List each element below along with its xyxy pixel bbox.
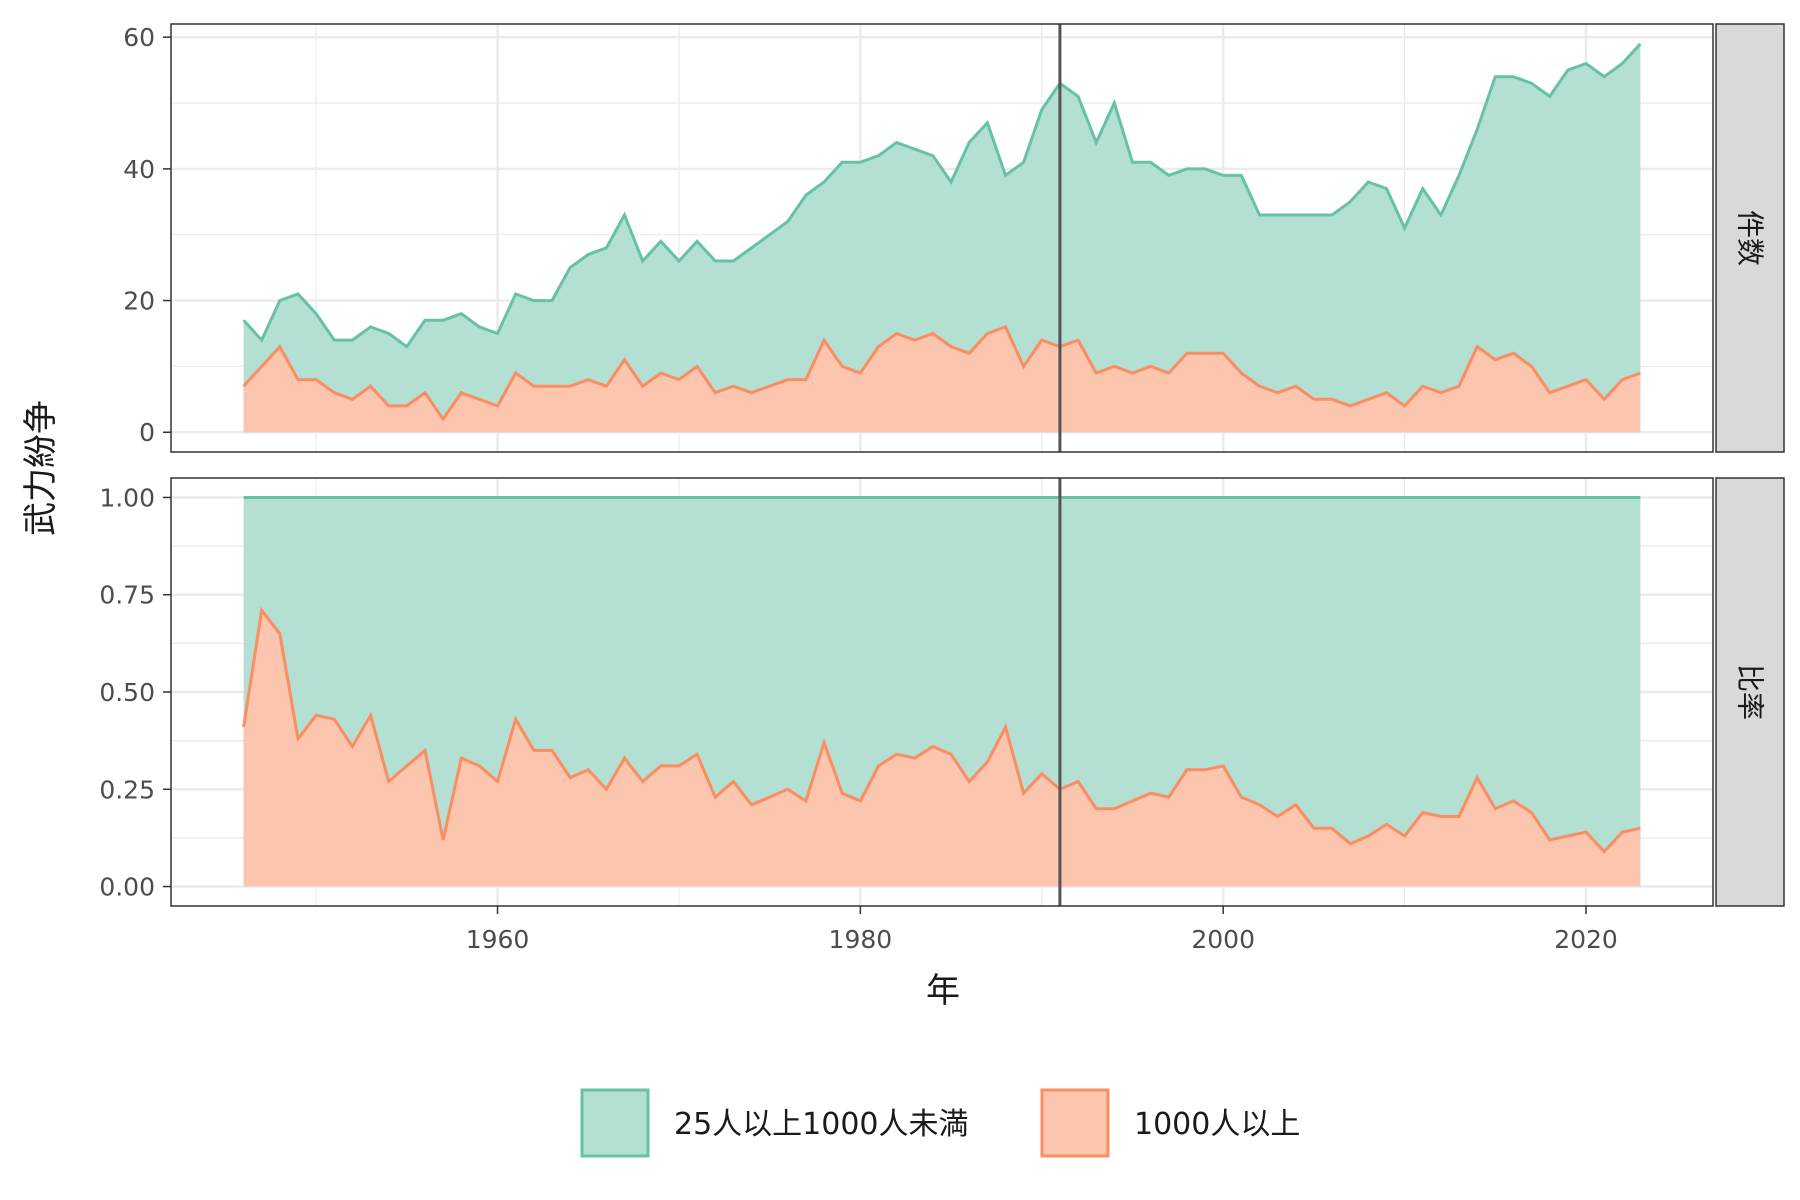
x-tick-label: 1980 — [829, 925, 893, 954]
legend-label-series-1: 25人以上1000人未満 — [674, 1107, 969, 1142]
facet-strip — [1715, 477, 1785, 907]
panel-2: 0.00 0.25 0.50 0.75 1.00 比率 — [99, 477, 1785, 907]
legend: 25人以上1000人未満 1000人以上 — [580, 1088, 1300, 1158]
x-tick-label: 2000 — [1191, 925, 1255, 954]
area-series-1 — [243, 43, 1641, 433]
chart-panels: 0 20 40 60 件数 0.00 0.25 0.50 0.75 1.00 比率 1960 1980 2… — [99, 23, 1785, 954]
area-series-2 — [243, 610, 1641, 887]
y-tick-label: 0 — [139, 418, 155, 447]
x-tick-label: 2020 — [1554, 925, 1618, 954]
y-tick-label: 0.00 — [99, 873, 155, 902]
x-axis-title: 年 — [926, 971, 960, 1011]
y-tick-label: 0.75 — [99, 581, 155, 610]
x-tick-label: 1960 — [466, 925, 530, 954]
line-series-1 — [242, 42, 1642, 349]
legend-key-series-2 — [1040, 1088, 1110, 1158]
legend-key-series-1 — [580, 1088, 650, 1158]
legend-label-series-2: 1000人以上 — [1134, 1107, 1300, 1142]
x-axis: 1960 1980 2000 2020 — [466, 906, 1618, 954]
line-series-2 — [242, 325, 1641, 422]
facet-strip-label: 比率 — [1734, 664, 1767, 720]
y-axis-title: 武力紛争 — [21, 400, 61, 536]
facet-strip-label: 件数 — [1734, 210, 1767, 266]
line-series-2 — [242, 606, 1641, 854]
y-tick-label: 0.25 — [99, 775, 155, 804]
y-tick-label: 20 — [123, 287, 155, 316]
facet-strip — [1715, 23, 1785, 453]
y-tick-label: 1.00 — [99, 483, 155, 512]
area-series-2 — [243, 326, 1641, 433]
panel-1: 0 20 40 60 件数 — [123, 23, 1785, 453]
panel-border — [170, 23, 1714, 453]
y-tick-label: 60 — [123, 23, 155, 52]
y-tick-label: 0.50 — [99, 678, 155, 707]
y-tick-label: 40 — [123, 155, 155, 184]
